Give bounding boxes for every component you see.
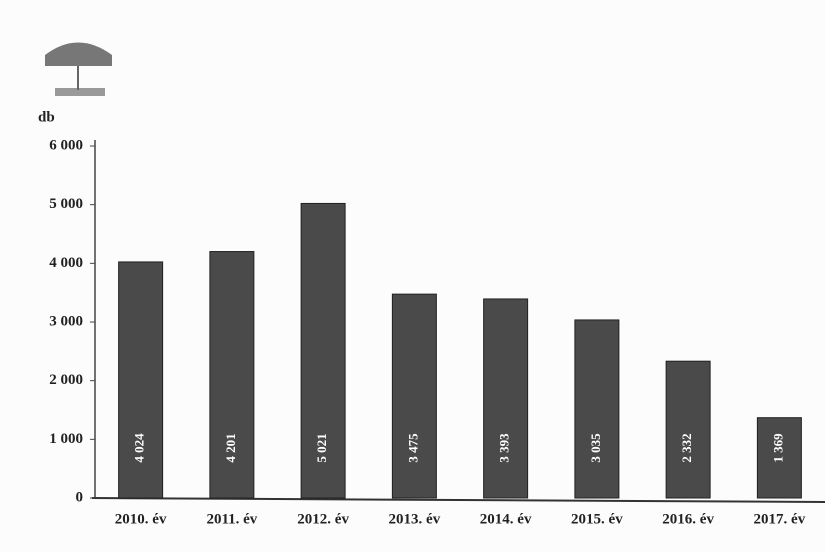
y-tick-label: 1 000 <box>49 431 83 447</box>
bar-value-label: 4 201 <box>223 433 238 462</box>
bar <box>665 360 711 499</box>
y-tick-label: 0 <box>76 489 84 505</box>
bar <box>209 251 255 499</box>
x-axis <box>91 497 825 503</box>
x-tick-label: 2017. év <box>754 511 806 527</box>
x-tick-label: 2012. év <box>297 511 349 527</box>
y-tick-label: 6 000 <box>49 137 83 153</box>
bar-value-label: 3 475 <box>405 433 420 463</box>
bar-value-label: 3 393 <box>497 433 512 463</box>
bar <box>118 261 164 499</box>
y-tick-label: 3 000 <box>49 313 83 329</box>
bar-value-label: 2 332 <box>679 433 694 462</box>
y-axis-unit: db <box>38 109 55 125</box>
bar <box>574 319 620 499</box>
y-tick-label: 2 000 <box>49 372 83 388</box>
bar-value-label: 3 035 <box>588 433 603 463</box>
bar-value-label: 1 369 <box>770 433 785 463</box>
x-tick-label: 2011. év <box>206 511 257 527</box>
y-tick-label: 4 000 <box>49 255 83 271</box>
x-tick-label: 2013. év <box>389 511 441 527</box>
bar <box>483 298 529 499</box>
bar-value-label: 4 024 <box>132 433 147 463</box>
bar <box>756 417 802 499</box>
bar <box>300 202 346 499</box>
y-tick-label: 5 000 <box>49 196 83 212</box>
bar <box>391 293 437 499</box>
bar-value-label: 5 021 <box>314 433 329 462</box>
x-tick-label: 2015. év <box>571 511 623 527</box>
x-tick-label: 2016. év <box>662 511 714 527</box>
x-tick-label: 2014. év <box>480 511 532 527</box>
x-tick-label: 2010. év <box>115 511 167 527</box>
logo-icon <box>45 42 112 96</box>
